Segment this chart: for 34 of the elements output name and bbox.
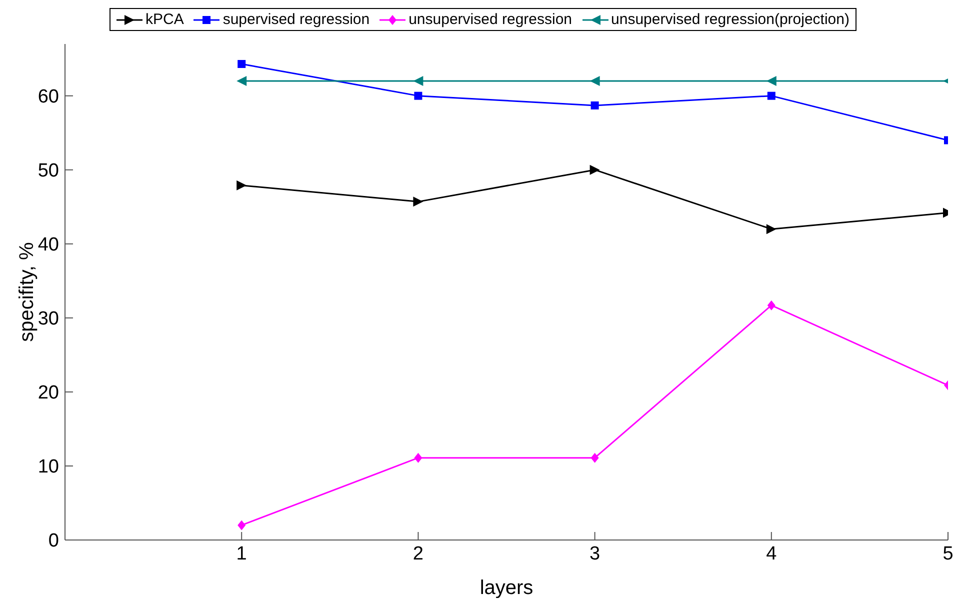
- y-tick-label: 0: [48, 530, 59, 552]
- y-tick-label: 50: [38, 160, 59, 182]
- point: [590, 76, 600, 86]
- x-tick-label: 5: [942, 543, 954, 564]
- x-tick-label: 1: [236, 543, 247, 564]
- point: [238, 60, 246, 68]
- point: [413, 76, 424, 86]
- point: [590, 101, 599, 110]
- point: [236, 180, 247, 190]
- point: [236, 76, 247, 86]
- y-tick-label: 40: [38, 234, 59, 256]
- point: [413, 196, 424, 207]
- point: [590, 164, 600, 175]
- point: [238, 520, 246, 530]
- point: [414, 92, 422, 100]
- y-tick-label: 60: [38, 86, 59, 108]
- x-axis-title: layers: [480, 577, 534, 599]
- y-tick-label: 30: [38, 308, 59, 330]
- point: [766, 224, 776, 234]
- y-axis-title: specifity, %: [16, 242, 38, 342]
- point: [767, 92, 776, 100]
- point: [767, 300, 776, 310]
- y-tick-label: 10: [38, 456, 59, 478]
- x-tick-label: 3: [590, 543, 600, 564]
- x-tick-label: 4: [766, 543, 778, 564]
- legend-label: unsupervised regression(projection): [611, 11, 850, 28]
- x-tick-label: 2: [412, 543, 424, 564]
- legend-label: kPCA: [146, 11, 184, 28]
- y-tick-label: 20: [38, 382, 59, 404]
- legend-label: unsupervised regression: [408, 11, 572, 28]
- point: [766, 76, 776, 86]
- point: [414, 452, 422, 463]
- legend-label: supervised regression: [222, 11, 370, 28]
- point: [590, 452, 599, 463]
